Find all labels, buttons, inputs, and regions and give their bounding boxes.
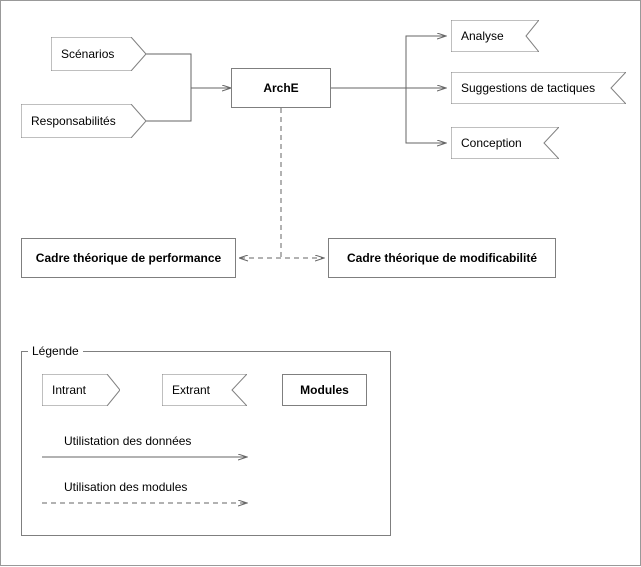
diagram-canvas: Scénarios Responsabilités ArchE Analyse … [0,0,641,566]
module-modifiability-label: Cadre théorique de modificabilité [347,251,537,265]
legend-extrant-shape: Extrant [162,374,247,406]
legend-data-usage-label: Utilistation des données [64,434,191,448]
output-analysis: Analyse [451,20,539,52]
module-arche: ArchE [231,68,331,108]
output-conception-label: Conception [451,136,532,150]
legend-title: Légende [28,344,83,358]
legend-extrant-label: Extrant [162,383,220,397]
output-suggestions: Suggestions de tactiques [451,72,626,104]
legend-module-usage-label: Utilisation des modules [64,480,187,494]
input-scenarios-label: Scénarios [51,47,124,61]
output-conception: Conception [451,127,559,159]
legend-modules-label: Modules [300,383,349,397]
legend-module-usage-line [42,498,252,508]
module-performance: Cadre théorique de performance [21,238,236,278]
legend-data-usage-line [42,452,252,462]
input-scenarios: Scénarios [51,37,146,71]
legend-intrant-label: Intrant [42,383,96,397]
input-responsibilities-label: Responsabilités [21,114,126,128]
legend-modules-shape: Modules [282,374,367,406]
module-modifiability: Cadre théorique de modificabilité [328,238,556,278]
output-suggestions-label: Suggestions de tactiques [451,81,605,95]
module-performance-label: Cadre théorique de performance [36,251,221,265]
output-analysis-label: Analyse [451,29,514,43]
legend: Légende Intrant Extrant Modules Utilista… [21,351,391,536]
module-arche-label: ArchE [263,81,298,95]
legend-intrant-shape: Intrant [42,374,120,406]
input-responsibilities: Responsabilités [21,104,146,138]
